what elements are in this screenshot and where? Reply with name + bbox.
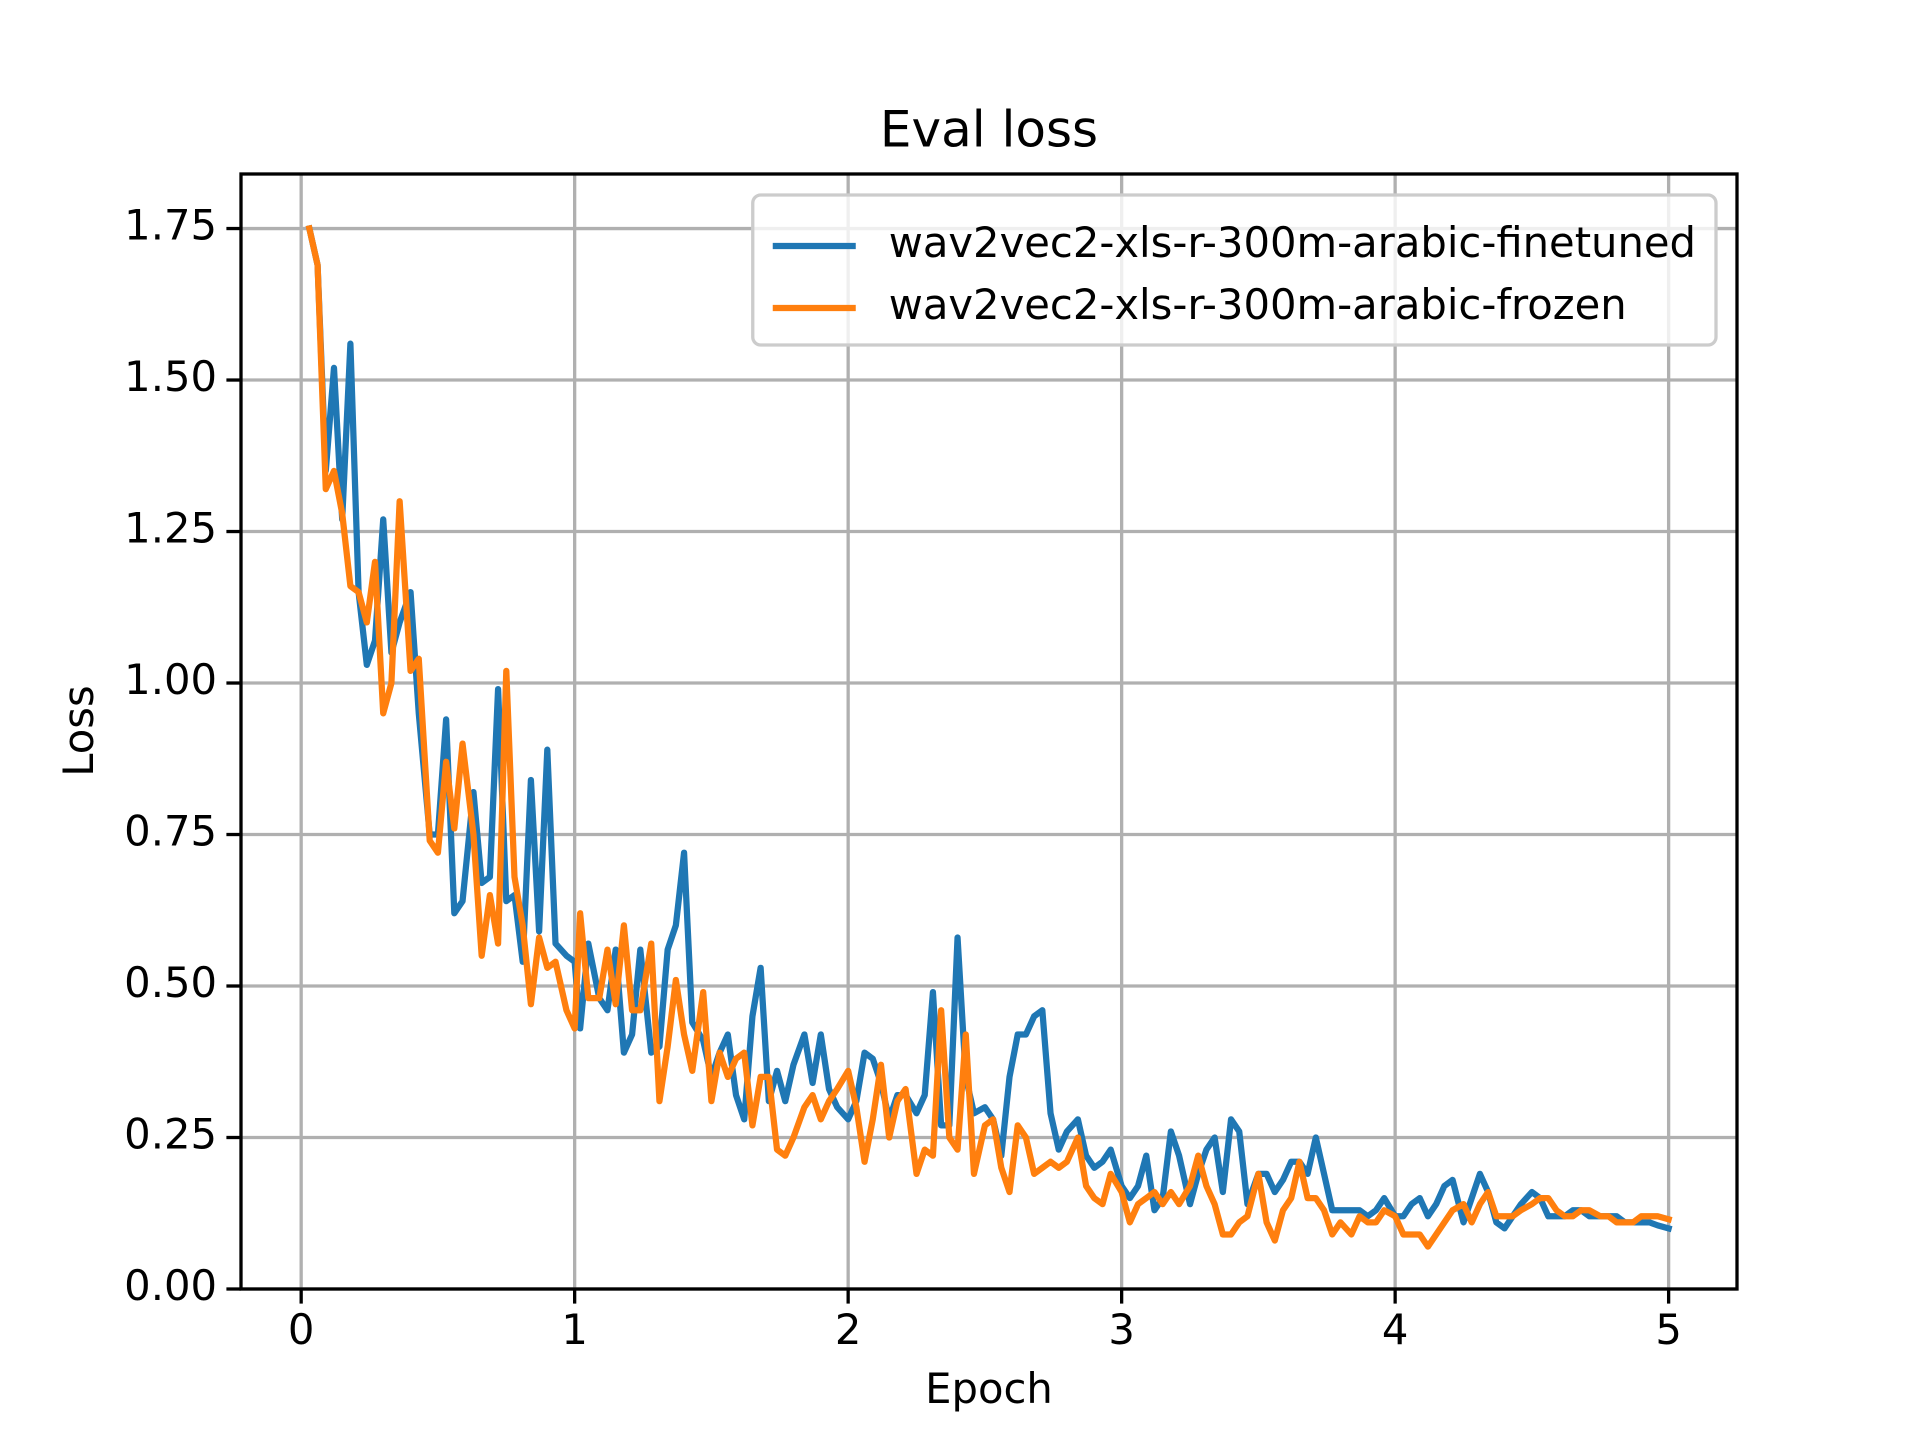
x-axis-label: Epoch [925, 1364, 1053, 1413]
x-tick-label: 3 [1108, 1305, 1135, 1354]
legend-label: wav2vec2-xls-r-300m-arabic-frozen [889, 280, 1627, 329]
plot-area [305, 224, 1673, 1250]
legend-box [751, 193, 1718, 347]
chart-title: Eval loss [880, 101, 1098, 159]
x-tick-label: 2 [835, 1305, 862, 1354]
x-tick-label: 4 [1382, 1305, 1409, 1354]
x-tick-label: 0 [288, 1305, 315, 1354]
axes-frame [239, 172, 1739, 1291]
y-tick-label: 0.00 [124, 1261, 217, 1310]
y-tick-label: 1.25 [124, 504, 217, 553]
line-series [305, 224, 1673, 1250]
legend: wav2vec2-xls-r-300m-arabic-finetuned wav2… [751, 193, 1718, 347]
legend-label: wav2vec2-xls-r-300m-arabic-finetuned [889, 218, 1696, 267]
y-tick-label: 1.75 [124, 201, 217, 250]
grid [241, 174, 1737, 1291]
y-tick-label: 1.00 [124, 655, 217, 704]
y-tick-label: 1.50 [124, 352, 217, 401]
x-tick-label: 5 [1655, 1305, 1682, 1354]
y-tick-label: 0.75 [124, 807, 217, 856]
x-tick-label: 1 [561, 1305, 588, 1354]
y-tick-label: 0.25 [124, 1110, 217, 1159]
y-tick-label: 0.50 [124, 958, 217, 1007]
y-axis-label: Loss [54, 685, 103, 776]
line-series [305, 224, 1673, 1233]
